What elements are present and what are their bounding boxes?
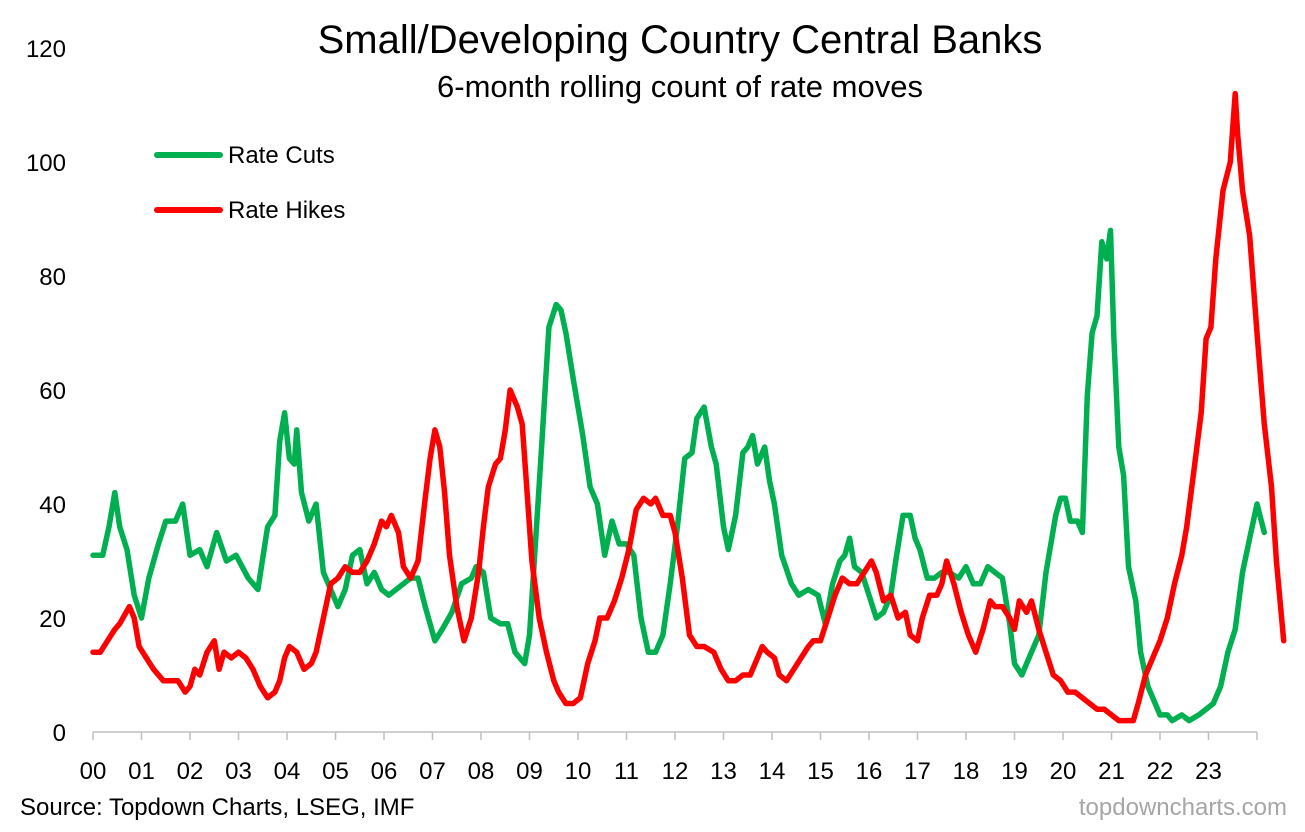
x-tick-label: 21 xyxy=(1098,758,1125,785)
x-tick-label: 03 xyxy=(225,758,252,785)
chart-title: Small/Developing Country Central Banks xyxy=(318,18,1043,62)
y-axis: 0 20 40 60 80 100 120 xyxy=(26,36,66,747)
x-tick-label: 04 xyxy=(274,758,301,785)
y-tick-label: 100 xyxy=(26,150,66,177)
x-tick-label: 09 xyxy=(516,758,543,785)
series-line-rate-hikes xyxy=(90,90,1287,724)
x-tick-label: 08 xyxy=(468,758,495,785)
x-tick-label: 13 xyxy=(710,758,737,785)
x-tick-label: 01 xyxy=(128,758,155,785)
x-tick-label: 11 xyxy=(614,758,639,785)
legend: Rate Cuts Rate Hikes xyxy=(154,142,345,224)
y-tick-label: 80 xyxy=(39,264,66,291)
x-axis: 00 01 02 03 04 05 06 07 08 09 10 11 12 13 14 15 16 17 18 19… xyxy=(80,731,1258,785)
y-tick-label: 60 xyxy=(39,378,66,405)
y-tick-label: 20 xyxy=(39,606,66,633)
y-tick-label: 120 xyxy=(26,36,66,63)
source-note: Source: Topdown Charts, LSEG, IMF xyxy=(20,794,414,821)
x-tick-label: 16 xyxy=(856,758,883,785)
series-line-rate-cuts xyxy=(90,227,1268,724)
chart-subtitle: 6-month rolling count of rate moves xyxy=(437,69,923,104)
x-tick-label: 17 xyxy=(904,758,931,785)
y-tick-label: 40 xyxy=(39,492,66,519)
x-tick-label: 15 xyxy=(807,758,834,785)
x-tick-label: 12 xyxy=(662,758,689,785)
x-tick-label: 23 xyxy=(1195,758,1222,785)
legend-item-rate-cuts: Rate Cuts xyxy=(154,142,335,169)
x-tick-label: 06 xyxy=(371,758,398,785)
y-tick-label: 0 xyxy=(53,720,66,747)
x-tick-label: 20 xyxy=(1050,758,1077,785)
x-tick-label: 07 xyxy=(419,758,446,785)
legend-label-rate-hikes: Rate Hikes xyxy=(228,197,345,224)
x-tick-label: 22 xyxy=(1147,758,1174,785)
legend-item-rate-hikes: Rate Hikes xyxy=(154,197,345,224)
x-tick-label: 10 xyxy=(565,758,592,785)
x-tick-label: 00 xyxy=(80,758,107,785)
x-tick-label: 05 xyxy=(322,758,349,785)
x-tick-label: 18 xyxy=(953,758,980,785)
series-layer xyxy=(90,90,1287,724)
x-tick-label: 02 xyxy=(177,758,204,785)
x-tick-label: 19 xyxy=(1001,758,1028,785)
legend-label-rate-cuts: Rate Cuts xyxy=(228,142,335,169)
x-tick-label: 14 xyxy=(759,758,786,785)
watermark: topdowncharts.com xyxy=(1079,794,1287,821)
